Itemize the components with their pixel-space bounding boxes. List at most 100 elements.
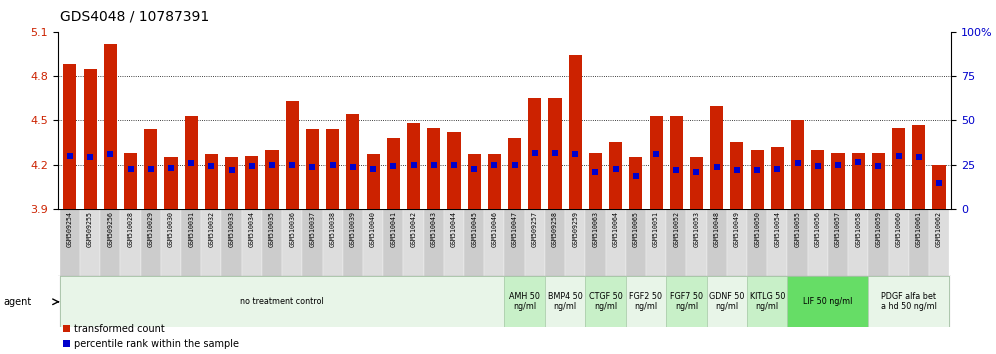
Bar (363, 209, 383, 276)
Bar (767, 209, 788, 276)
Point (123, 166, 138, 172)
Bar (852, 153, 865, 209)
Bar (488, 154, 501, 209)
Text: GSM509257: GSM509257 (532, 211, 538, 247)
Text: PDGF alfa bet
a hd 50 ng/ml: PDGF alfa bet a hd 50 ng/ml (880, 292, 936, 312)
Point (486, 162, 502, 167)
Text: GSM510039: GSM510039 (350, 211, 356, 247)
Bar (811, 150, 825, 209)
Bar (386, 138, 399, 209)
Bar (60, 276, 504, 327)
Point (142, 166, 158, 172)
Text: GSM510050: GSM510050 (754, 211, 760, 247)
Text: GSM510041: GSM510041 (390, 211, 396, 247)
Point (507, 162, 523, 167)
Bar (892, 128, 905, 209)
Bar (872, 153, 885, 209)
Text: GSM510056: GSM510056 (815, 211, 821, 247)
Point (568, 152, 584, 157)
Text: GSM510057: GSM510057 (835, 211, 841, 247)
Point (82, 154, 98, 160)
Bar (649, 116, 662, 209)
Bar (306, 129, 319, 209)
Point (608, 166, 623, 172)
Bar (528, 98, 542, 209)
Point (325, 162, 341, 167)
Text: GSM510064: GSM510064 (613, 211, 619, 247)
Text: GSM510043: GSM510043 (430, 211, 436, 247)
Bar (504, 209, 525, 276)
Bar (181, 209, 201, 276)
Bar (610, 143, 622, 209)
Bar (80, 209, 101, 276)
Text: GSM510060: GSM510060 (895, 211, 901, 247)
Bar (545, 209, 565, 276)
Bar (706, 276, 747, 327)
Bar (201, 209, 221, 276)
Bar (266, 150, 279, 209)
Point (405, 162, 421, 167)
Bar (625, 209, 646, 276)
Text: GSM510033: GSM510033 (229, 211, 235, 247)
Bar (669, 116, 683, 209)
Bar (832, 153, 845, 209)
Bar (367, 154, 379, 209)
Text: GSM510052: GSM510052 (673, 211, 679, 247)
Bar (121, 209, 140, 276)
Bar (710, 105, 723, 209)
Point (627, 173, 643, 179)
Text: GSM510044: GSM510044 (451, 211, 457, 247)
Point (203, 163, 219, 169)
Bar (423, 209, 444, 276)
Point (729, 167, 745, 173)
Point (810, 163, 826, 169)
Text: GSM510046: GSM510046 (491, 211, 497, 247)
Bar (347, 114, 360, 209)
Bar (282, 209, 303, 276)
Bar (161, 209, 181, 276)
Bar (912, 125, 925, 209)
Text: agent: agent (3, 297, 31, 307)
Text: GSM510063: GSM510063 (593, 211, 599, 247)
Bar (104, 44, 117, 209)
Point (871, 163, 886, 169)
Bar (504, 276, 545, 327)
Bar (646, 209, 666, 276)
Bar (447, 132, 460, 209)
Text: GSM509255: GSM509255 (87, 211, 93, 247)
Bar (525, 209, 545, 276)
Bar (242, 209, 262, 276)
Bar (484, 209, 504, 276)
Bar (908, 209, 929, 276)
Point (284, 162, 300, 167)
Point (264, 162, 280, 167)
Bar (549, 98, 562, 209)
Text: GSM510051: GSM510051 (653, 211, 659, 247)
Bar (589, 153, 602, 209)
Bar (888, 209, 908, 276)
Bar (690, 157, 703, 209)
Bar (869, 209, 888, 276)
Bar (225, 157, 238, 209)
Point (851, 159, 867, 165)
Text: KITLG 50
ng/ml: KITLG 50 ng/ml (750, 292, 785, 312)
Bar (828, 209, 848, 276)
Bar (929, 209, 949, 276)
Bar (706, 209, 727, 276)
Text: GDS4048 / 10787391: GDS4048 / 10787391 (60, 9, 209, 23)
Text: GSM510053: GSM510053 (693, 211, 699, 247)
Point (890, 153, 906, 159)
Bar (64, 64, 77, 209)
Text: GSM510035: GSM510035 (269, 211, 275, 247)
Point (305, 164, 321, 170)
Legend: transformed count, percentile rank within the sample: transformed count, percentile rank withi… (63, 324, 239, 349)
Text: GSM510061: GSM510061 (916, 211, 922, 247)
Text: GSM510032: GSM510032 (208, 211, 214, 247)
Point (911, 154, 927, 160)
Point (244, 163, 260, 169)
Text: GSM510034: GSM510034 (249, 211, 255, 247)
Text: GSM510054: GSM510054 (774, 211, 780, 247)
Bar (326, 129, 340, 209)
Text: GSM510030: GSM510030 (168, 211, 174, 247)
Bar (84, 69, 97, 209)
